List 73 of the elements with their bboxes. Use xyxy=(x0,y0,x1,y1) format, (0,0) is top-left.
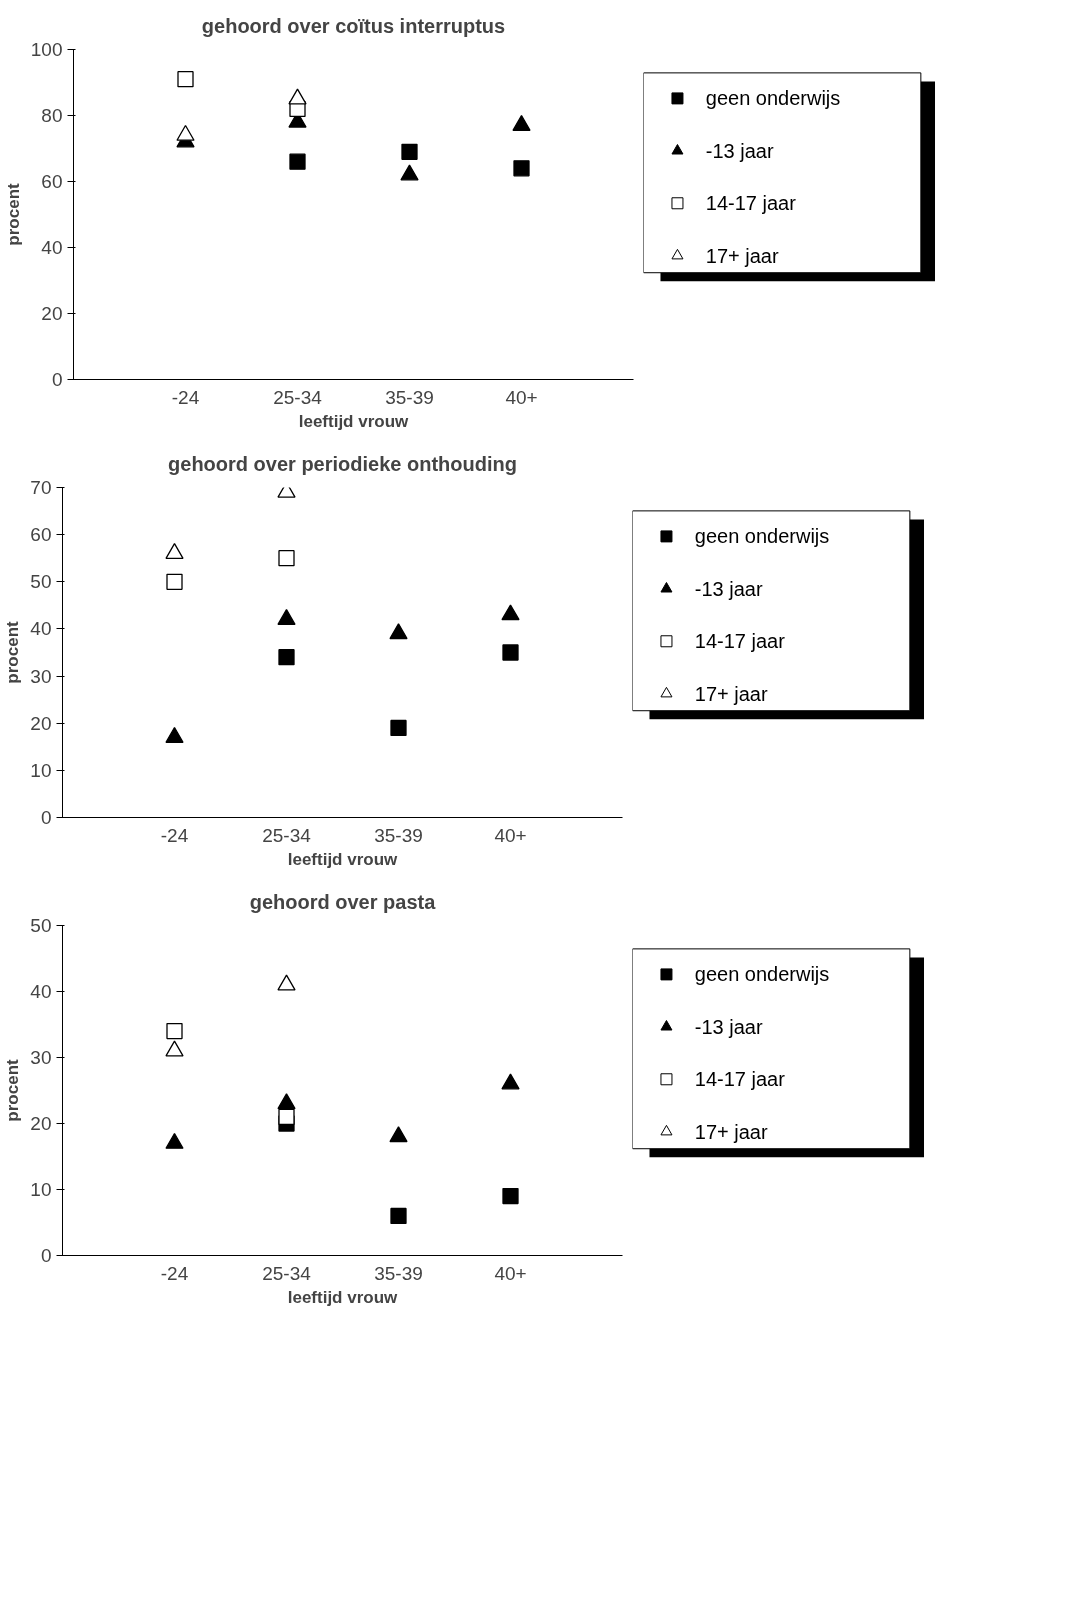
x-axis-title: leeftijd vrouw xyxy=(287,1287,399,1307)
legend-label: 14-17 jaar xyxy=(705,192,797,215)
x-tick-label: 35-39 xyxy=(374,824,423,846)
point xyxy=(390,719,407,737)
point xyxy=(277,974,296,991)
legend-label: -13 jaar xyxy=(694,1015,763,1038)
x-tick-label: -24 xyxy=(160,1262,189,1284)
y-tick-label: 60 xyxy=(41,171,63,192)
y-tick-label: 50 xyxy=(30,571,52,593)
x-axis-title: leeftijd vrouw xyxy=(298,411,410,431)
point xyxy=(277,609,296,626)
y-tick-label: 0 xyxy=(40,807,52,828)
legend-label: 14-17 jaar xyxy=(694,630,786,653)
legend-label: 17+ jaar xyxy=(694,1120,768,1143)
legend-label: 17+ jaar xyxy=(694,682,768,705)
legend-label: -13 jaar xyxy=(694,577,763,600)
point xyxy=(165,726,184,743)
y-tick-label: 40 xyxy=(30,618,52,640)
point xyxy=(389,623,408,640)
x-tick-label: 25-34 xyxy=(262,1262,312,1284)
y-tick-label: 30 xyxy=(30,665,52,687)
y-tick-label: 70 xyxy=(30,477,52,498)
legend-label: geen onderwijs xyxy=(705,87,841,110)
point xyxy=(278,649,295,666)
chart-title: gehoord over periodieke onthouding xyxy=(168,453,517,475)
y-tick-label: 50 xyxy=(30,915,52,936)
point xyxy=(502,1187,519,1205)
point xyxy=(165,1040,184,1057)
y-tick-label: 20 xyxy=(30,1113,52,1134)
y-tick-label: 30 xyxy=(30,1047,52,1068)
point xyxy=(166,1022,183,1040)
chart-title: gehoord over pasta xyxy=(249,891,437,913)
point xyxy=(278,1108,295,1126)
y-tick-label: 40 xyxy=(30,981,52,1002)
legend-label: geen onderwijs xyxy=(694,525,830,548)
y-tick-label: 20 xyxy=(41,303,63,324)
point xyxy=(278,550,295,567)
x-tick-label: -24 xyxy=(171,386,200,408)
y-axis-title: procent xyxy=(3,1058,23,1122)
chart-title: gehoord over coïtus interruptus xyxy=(201,15,506,37)
x-tick-label: 25-34 xyxy=(273,386,323,408)
y-tick-label: 10 xyxy=(30,759,52,781)
point xyxy=(501,1073,520,1090)
point xyxy=(502,644,519,661)
x-axis-title: leeftijd vrouw xyxy=(287,849,399,869)
y-tick-label: 0 xyxy=(51,369,63,390)
point xyxy=(389,1126,408,1143)
x-tick-label: 35-39 xyxy=(385,386,434,408)
x-tick-label: 40+ xyxy=(494,824,527,846)
y-tick-label: 60 xyxy=(30,524,52,546)
legend-label: 14-17 jaar xyxy=(694,1068,786,1091)
point xyxy=(501,604,520,621)
point xyxy=(166,573,183,590)
legend-label: 17+ jaar xyxy=(705,244,779,267)
x-tick-label: 25-34 xyxy=(262,824,312,846)
point xyxy=(165,1132,184,1149)
y-axis-title: procent xyxy=(3,620,23,684)
x-tick-label: -24 xyxy=(160,824,189,846)
y-tick-label: 0 xyxy=(40,1245,52,1266)
x-tick-label: 40+ xyxy=(505,386,538,408)
y-axis-title: procent xyxy=(3,182,23,246)
point xyxy=(165,543,184,560)
x-tick-label: 40+ xyxy=(494,1262,527,1284)
y-tick-label: 10 xyxy=(30,1179,52,1200)
x-tick-label: 35-39 xyxy=(374,1262,423,1284)
legend-label: -13 jaar xyxy=(705,139,774,162)
point xyxy=(277,1093,296,1110)
y-tick-label: 20 xyxy=(30,712,52,734)
point xyxy=(390,1207,407,1225)
y-tick-label: 80 xyxy=(41,105,63,126)
y-tick-label: 40 xyxy=(41,237,63,258)
legend-label: geen onderwijs xyxy=(694,963,830,986)
y-tick-label: 100 xyxy=(30,39,63,60)
